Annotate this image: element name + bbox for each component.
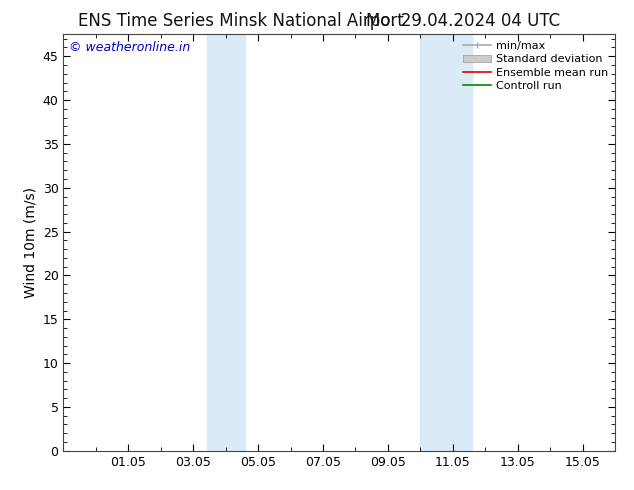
Y-axis label: Wind 10m (m/s): Wind 10m (m/s) (23, 187, 37, 298)
Bar (420, 34, 472, 451)
Text: ENS Time Series Minsk National Airport: ENS Time Series Minsk National Airport (78, 12, 404, 30)
Legend: min/max, Standard deviation, Ensemble mean run, Controll run: min/max, Standard deviation, Ensemble me… (458, 37, 612, 96)
Text: Mo. 29.04.2024 04 UTC: Mo. 29.04.2024 04 UTC (366, 12, 560, 30)
Bar (207, 34, 245, 451)
Text: © weatheronline.in: © weatheronline.in (69, 41, 190, 53)
